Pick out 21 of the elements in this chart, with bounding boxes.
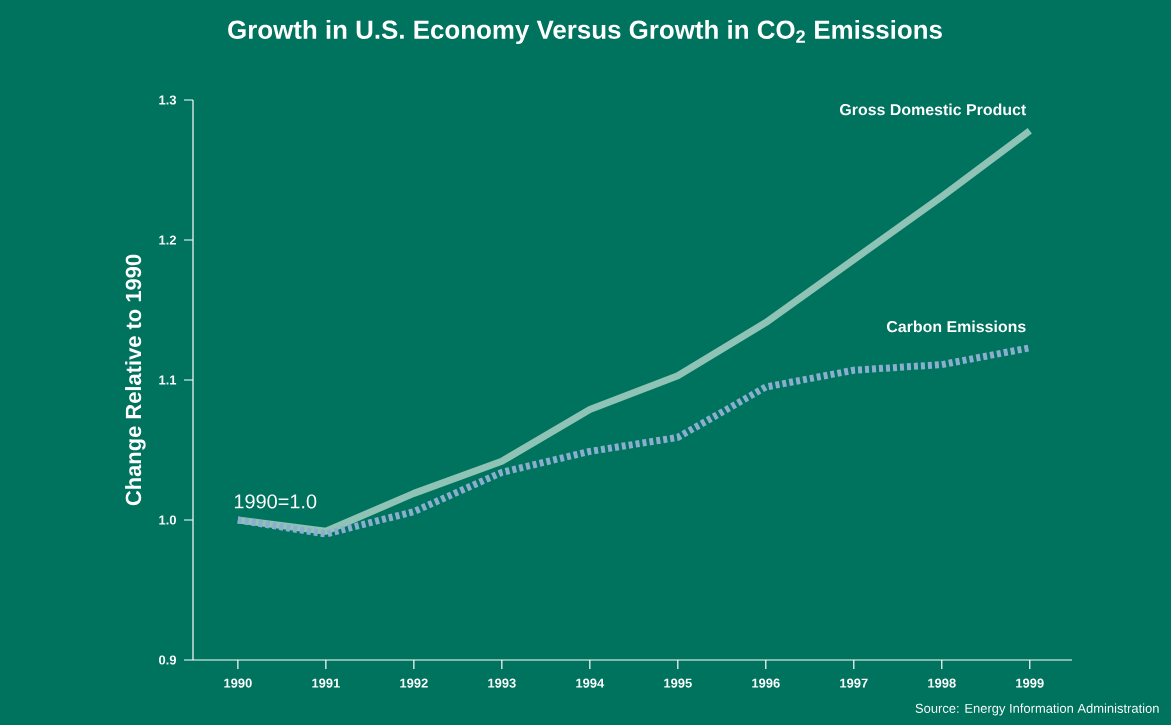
series-label: Carbon Emissions: [886, 320, 1026, 333]
x-tick-label: 1990: [224, 678, 252, 688]
source-note: Source: Energy Information Administration: [915, 703, 1159, 716]
x-tick-label: 1999: [1016, 678, 1044, 688]
x-tick-label: 1994: [576, 678, 605, 688]
x-tick-label: 1998: [928, 678, 956, 688]
x-tick-label: 1996: [752, 678, 780, 688]
x-tick-label: 1991: [312, 678, 340, 688]
y-tick-label: 1.2: [159, 235, 176, 245]
x-tick-label: 1993: [488, 678, 516, 688]
y-axis-title: Change Relative to 1990: [125, 254, 146, 506]
y-tick-label: 0.9: [159, 655, 177, 665]
y-tick-label: 1.3: [159, 95, 177, 105]
chart-title: Growth in U.S. Economy Versus Growth in CO$_{2}$ Emissions: [228, 19, 942, 45]
y-tick-label: 1.0: [159, 515, 176, 525]
series-label: Gross Domestic Product: [840, 103, 1027, 116]
annotation: 1990=1.0: [234, 494, 317, 509]
x-tick-label: 1992: [400, 678, 428, 688]
x-tick-label: 1997: [840, 678, 868, 688]
x-tick-label: 1995: [664, 678, 692, 688]
y-tick-label: 1.1: [159, 375, 177, 385]
